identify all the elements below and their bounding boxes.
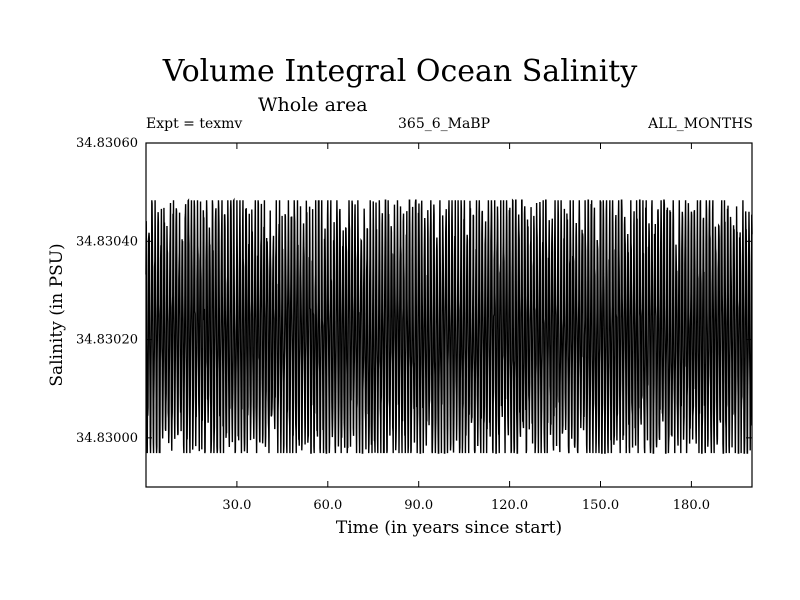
y-tick-label: 34.83000 [76,431,138,446]
y-tick-label: 34.83020 [76,333,138,348]
x-tick-label: 30.0 [222,498,251,513]
series-group [146,200,752,453]
x-tick-label: 60.0 [313,498,342,513]
x-tick-label: 180.0 [673,498,710,513]
x-tick-label: 150.0 [582,498,619,513]
y-tick-label: 34.83060 [76,136,138,151]
x-axis-title: Time (in years since start) [336,518,562,538]
salinity-chart: 30.0 60.0 90.0 120.0 150.0 180.0 34.83000 34.8… [0,0,800,600]
y-axis-title: Salinity (in PSU) [47,243,67,386]
salinity-series-line [146,200,752,453]
x-tick-label: 120.0 [491,498,528,513]
x-tick-label: 90.0 [404,498,433,513]
y-tick-label: 34.83040 [76,234,138,249]
